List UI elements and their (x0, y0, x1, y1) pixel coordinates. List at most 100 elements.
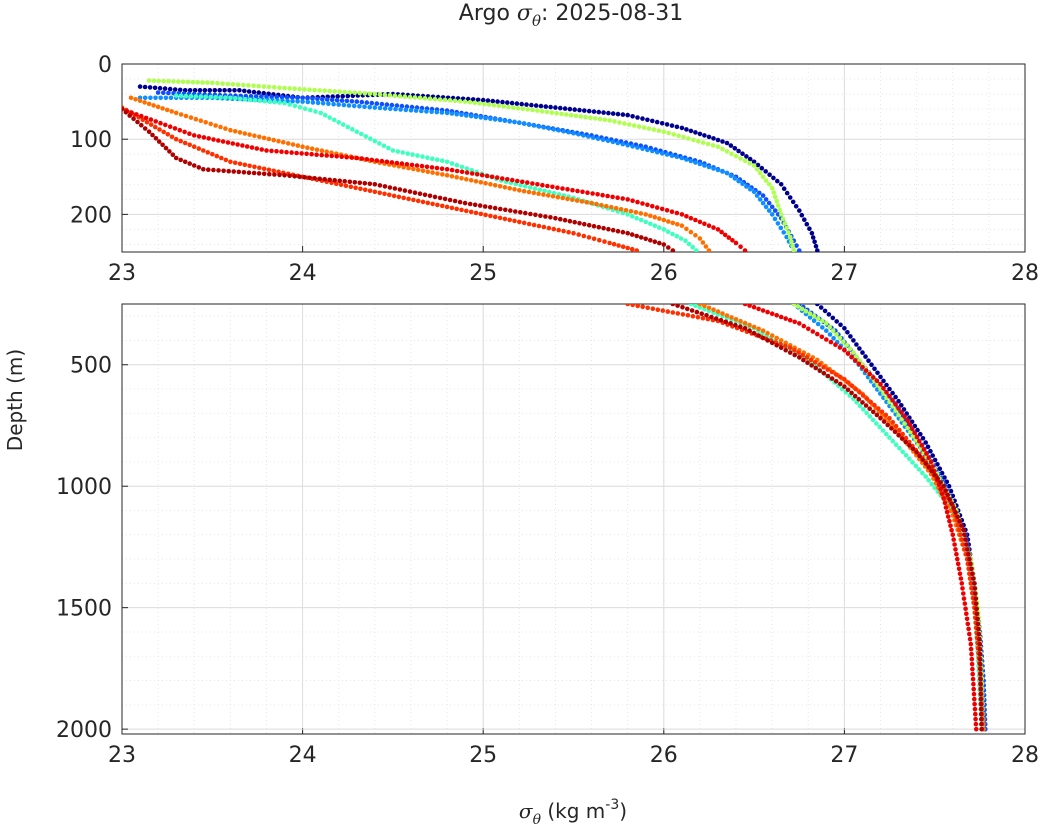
data-point (377, 141, 382, 146)
data-point (879, 409, 885, 415)
data-point (525, 107, 530, 112)
data-point (968, 581, 974, 586)
data-point (656, 128, 662, 133)
data-point (508, 208, 513, 213)
data-point (640, 146, 645, 151)
data-point (398, 107, 403, 112)
data-point (867, 414, 873, 419)
data-point (515, 178, 520, 184)
data-point (774, 343, 779, 348)
data-point (192, 88, 198, 93)
data-point (218, 95, 223, 100)
data-point (690, 244, 695, 250)
data-point (530, 181, 535, 186)
data-point (970, 676, 976, 682)
data-point (791, 248, 797, 252)
data-point (252, 164, 257, 170)
data-point (969, 585, 974, 591)
data-point (322, 177, 328, 182)
data-point (724, 140, 730, 146)
data-point (893, 402, 898, 407)
data-point (738, 156, 743, 161)
data-point (796, 350, 801, 355)
data-point (811, 313, 817, 319)
data-point (336, 102, 342, 107)
data-point (228, 127, 233, 133)
data-point (348, 184, 354, 190)
data-point (902, 421, 907, 426)
data-point (562, 217, 568, 223)
data-point (747, 160, 752, 166)
data-point (315, 100, 321, 106)
data-point (947, 497, 952, 502)
data-point (425, 200, 431, 206)
data-point (297, 105, 303, 110)
data-point (837, 335, 843, 341)
data-point (427, 96, 433, 101)
data-point (977, 651, 983, 657)
data-point (494, 175, 500, 180)
data-point (706, 248, 712, 252)
y-tick-label: 1500 (56, 597, 112, 622)
data-point (787, 195, 793, 200)
data-point (411, 166, 416, 172)
data-point (200, 80, 205, 85)
data-point (221, 168, 226, 174)
data-point (854, 354, 859, 359)
data-point (546, 225, 552, 231)
data-point (648, 221, 653, 227)
data-point (711, 307, 716, 313)
data-point (958, 576, 964, 581)
data-point (400, 150, 406, 155)
data-point (519, 101, 524, 107)
data-point (723, 319, 729, 325)
data-point (955, 556, 960, 562)
data-point (237, 130, 243, 135)
data-point (340, 93, 346, 99)
data-point (742, 248, 748, 252)
data-point (845, 387, 851, 393)
data-point (769, 340, 775, 346)
data-point (972, 586, 978, 591)
data-point (610, 194, 615, 200)
data-point (282, 100, 287, 106)
data-point (629, 214, 635, 219)
data-point (645, 147, 650, 153)
data-point (968, 641, 974, 647)
data-point (685, 313, 691, 318)
data-point (514, 101, 520, 106)
data-point (973, 591, 978, 596)
data-point (357, 180, 363, 186)
data-point (148, 95, 153, 101)
data-point (722, 232, 728, 238)
data-point (751, 189, 757, 195)
data-point (434, 165, 440, 171)
data-point (921, 447, 927, 452)
data-point (309, 146, 315, 151)
data-point (903, 453, 909, 458)
data-point (591, 223, 597, 229)
data-point (167, 86, 173, 92)
data-point (157, 85, 163, 91)
series (742, 304, 979, 732)
data-point (696, 139, 701, 144)
data-point (201, 167, 206, 172)
data-point (600, 192, 605, 198)
data-point (973, 711, 978, 717)
data-point (178, 138, 183, 144)
data-point (675, 311, 681, 316)
data-point (972, 706, 978, 712)
data-point (359, 99, 365, 105)
data-point (139, 122, 144, 128)
data-point (343, 183, 349, 189)
data-point (359, 156, 365, 161)
data-point (797, 208, 802, 213)
data-point (691, 137, 696, 143)
data-point (205, 80, 210, 85)
data-point (198, 118, 204, 123)
data-point (967, 636, 973, 642)
data-point (973, 596, 979, 601)
data-point (874, 412, 880, 418)
data-point (422, 96, 428, 101)
